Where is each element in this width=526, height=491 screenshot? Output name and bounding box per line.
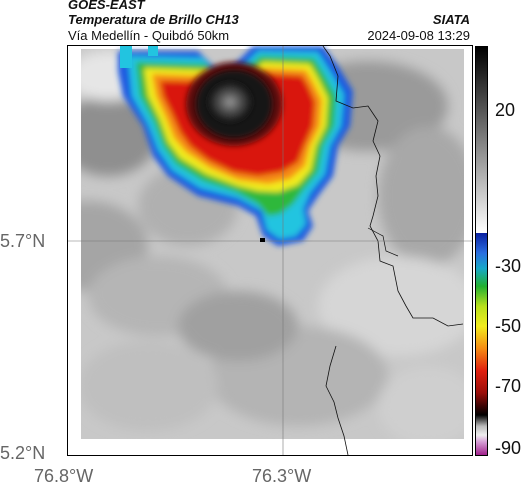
satellite-map[interactable] — [67, 45, 473, 456]
colorbar-tick-m90: -90 — [495, 438, 522, 458]
colorbar-tick-m30: -30 — [495, 256, 522, 276]
nodata-left — [68, 46, 81, 455]
lon-tick-2: 76.3°W — [252, 466, 312, 486]
colorbar-tick-m70: -70 — [495, 376, 522, 396]
lat-tick-2: 5.2°N — [0, 443, 46, 463]
cold-cloud-top — [186, 62, 282, 146]
location-marker — [260, 238, 265, 242]
source-label: SIATA — [432, 12, 470, 27]
border-line — [322, 46, 464, 327]
datetime-label: 2024-09-08 13:29 — [367, 28, 470, 43]
cold-spot-2 — [148, 46, 158, 56]
lat-tick-1: 5.7°N — [0, 231, 46, 251]
title-route: Vía Medellín - Quibdó 50km — [68, 28, 230, 43]
cold-spot-1 — [120, 46, 132, 68]
colorbar — [475, 46, 488, 456]
colorbar-tick-20: 20 — [495, 100, 516, 120]
nodata-bottom — [68, 439, 472, 455]
lon-tick-1: 76.8°W — [34, 466, 94, 486]
colorbar-tick-m50: -50 — [495, 316, 522, 336]
border-line-2 — [367, 227, 399, 257]
nodata-right — [464, 46, 472, 455]
border-line-3 — [325, 345, 349, 455]
title-satellite: GOES-EAST — [68, 0, 145, 12]
title-product: Temperatura de Brillo CH13 — [68, 12, 239, 27]
